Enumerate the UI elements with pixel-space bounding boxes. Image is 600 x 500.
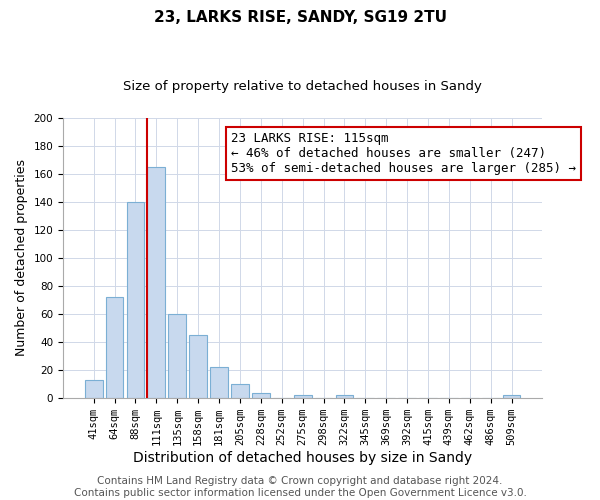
Bar xyxy=(252,392,270,398)
Bar xyxy=(335,396,353,398)
Text: 23, LARKS RISE, SANDY, SG19 2TU: 23, LARKS RISE, SANDY, SG19 2TU xyxy=(154,10,446,25)
Bar xyxy=(189,335,207,398)
Bar xyxy=(106,298,124,398)
Bar xyxy=(231,384,249,398)
Bar xyxy=(294,396,311,398)
Bar xyxy=(148,167,165,398)
Text: Contains HM Land Registry data © Crown copyright and database right 2024.
Contai: Contains HM Land Registry data © Crown c… xyxy=(74,476,526,498)
Bar xyxy=(210,368,228,398)
Title: Size of property relative to detached houses in Sandy: Size of property relative to detached ho… xyxy=(123,80,482,93)
Bar xyxy=(127,202,145,398)
X-axis label: Distribution of detached houses by size in Sandy: Distribution of detached houses by size … xyxy=(133,451,472,465)
Bar xyxy=(503,396,520,398)
Bar xyxy=(169,314,186,398)
Bar xyxy=(85,380,103,398)
Text: 23 LARKS RISE: 115sqm
← 46% of detached houses are smaller (247)
53% of semi-det: 23 LARKS RISE: 115sqm ← 46% of detached … xyxy=(231,132,576,175)
Y-axis label: Number of detached properties: Number of detached properties xyxy=(15,160,28,356)
